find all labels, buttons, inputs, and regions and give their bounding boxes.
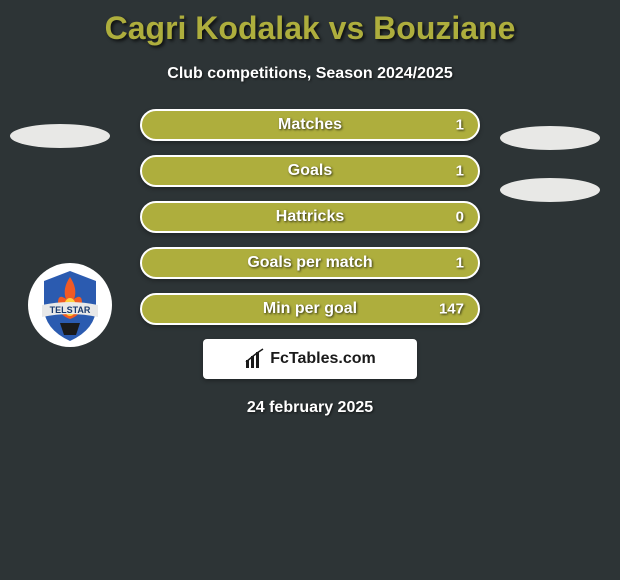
side-ellipse (500, 178, 600, 202)
stat-bar-label: Goals (288, 162, 332, 180)
club-badge-icon: TELSTAR (28, 263, 112, 347)
stat-bar-label: Hattricks (276, 208, 344, 226)
club-badge: TELSTAR (28, 263, 112, 347)
stat-bar-value: 1 (456, 163, 464, 180)
stat-bar: Matches 1 (140, 109, 480, 141)
stat-bar-label: Matches (278, 116, 342, 134)
date-text: 24 february 2025 (0, 399, 620, 417)
side-ellipse (10, 124, 110, 148)
stat-bar: Goals per match 1 (140, 247, 480, 279)
bar-chart-icon (244, 348, 266, 370)
stat-bar-label: Goals per match (247, 254, 372, 272)
stat-bar-value: 1 (456, 255, 464, 272)
stat-bar: Hattricks 0 (140, 201, 480, 233)
stat-bar: Goals 1 (140, 155, 480, 187)
fctables-logo-text: FcTables.com (270, 350, 376, 368)
subtitle: Club competitions, Season 2024/2025 (0, 65, 620, 83)
stat-bar: Min per goal 147 (140, 293, 480, 325)
fctables-logo-box: FcTables.com (203, 339, 417, 379)
side-ellipse (500, 126, 600, 150)
stat-bar-value: 0 (456, 209, 464, 226)
svg-text:TELSTAR: TELSTAR (50, 305, 91, 315)
page-title: Cagri Kodalak vs Bouziane (0, 0, 620, 47)
stat-bars-group: Matches 1 Goals 1 Hattricks 0 Goals per match 1… (140, 109, 480, 325)
stat-bar-value: 1 (456, 117, 464, 134)
stat-bar-label: Min per goal (263, 300, 357, 318)
stat-bar-value: 147 (439, 301, 464, 318)
